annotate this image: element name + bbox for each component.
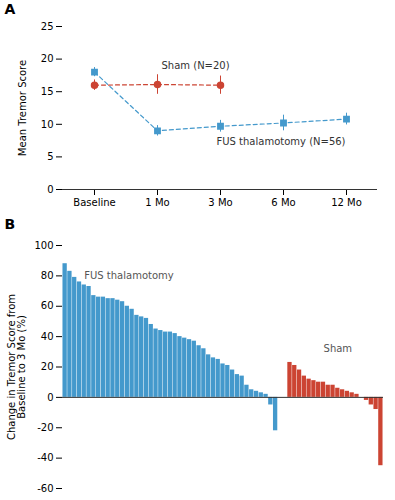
svg-text:Change in Tremor Score fromBas: Change in Tremor Score fromBaseline to 3… <box>6 294 27 440</box>
svg-text:20: 20 <box>41 361 54 372</box>
svg-text:10: 10 <box>41 119 54 130</box>
svg-text:Baseline: Baseline <box>73 197 115 208</box>
svg-text:Mean Tremor Score: Mean Tremor Score <box>17 60 28 156</box>
svg-text:-60: -60 <box>37 483 53 494</box>
svg-text:-20: -20 <box>37 422 53 433</box>
svg-text:0: 0 <box>47 392 53 403</box>
svg-text:0: 0 <box>47 184 53 195</box>
svg-text:Sham: Sham <box>324 343 353 354</box>
svg-text:80: 80 <box>41 270 54 281</box>
svg-text:FUS thalamotomy: FUS thalamotomy <box>84 270 174 281</box>
svg-text:12 Mo: 12 Mo <box>331 197 362 208</box>
svg-text:1 Mo: 1 Mo <box>145 197 169 208</box>
svg-text:A: A <box>5 1 16 17</box>
svg-text:6 Mo: 6 Mo <box>271 197 295 208</box>
svg-text:Sham (N=20): Sham (N=20) <box>162 60 230 71</box>
svg-text:100: 100 <box>34 240 53 251</box>
svg-text:3 Mo: 3 Mo <box>208 197 232 208</box>
svg-text:20: 20 <box>41 53 54 64</box>
svg-text:-40: -40 <box>37 452 53 463</box>
svg-text:FUS thalamotomy (N=56): FUS thalamotomy (N=56) <box>217 136 346 147</box>
svg-text:60: 60 <box>41 300 54 311</box>
svg-text:40: 40 <box>41 331 54 342</box>
svg-text:25: 25 <box>41 21 54 32</box>
svg-text:B: B <box>5 216 16 232</box>
svg-text:5: 5 <box>47 151 53 162</box>
svg-text:15: 15 <box>41 86 54 97</box>
